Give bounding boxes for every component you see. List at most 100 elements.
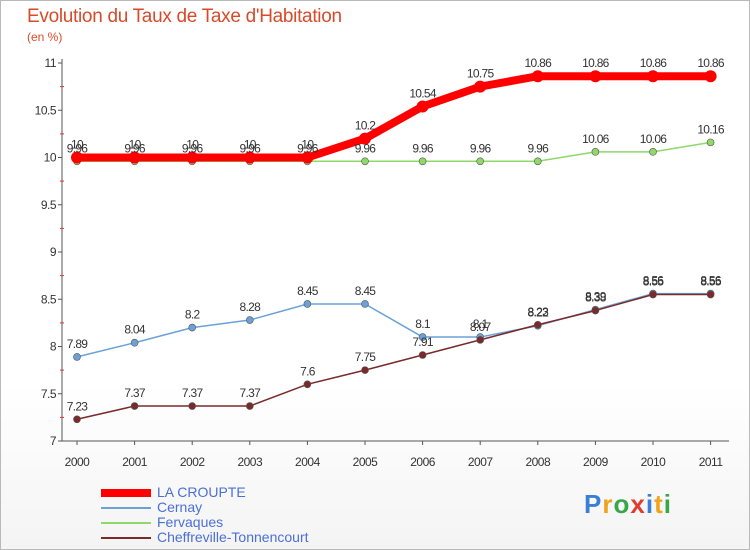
- series-1-point: [73, 353, 81, 361]
- data-label: 9.96: [470, 141, 492, 155]
- data-label: 10.86: [582, 56, 610, 70]
- data-label: 10.2: [355, 119, 377, 133]
- data-label: 8.23: [528, 305, 550, 319]
- legend-label: Cheffreville-Tonnencourt: [157, 529, 309, 545]
- series-0-point: [589, 70, 602, 83]
- x-tick-label: 2000: [65, 455, 91, 469]
- data-label: 10.06: [582, 132, 610, 146]
- series-3-point: [533, 320, 542, 329]
- series-1-point: [418, 333, 427, 341]
- series-3-point: [246, 402, 254, 410]
- y-tick-label: 7: [50, 434, 57, 448]
- legend-swatch: [101, 537, 151, 539]
- data-label: 8.07: [470, 320, 492, 334]
- y-tick-label: 10: [44, 151, 57, 165]
- x-tick-label: 2006: [410, 455, 436, 469]
- data-label: 7.37: [240, 386, 262, 400]
- data-label: 8.22: [528, 306, 550, 320]
- data-label: 9.96: [124, 141, 146, 155]
- data-label: 10.54: [409, 86, 437, 100]
- data-label: 7.23: [67, 399, 89, 413]
- series-3-point: [361, 366, 369, 374]
- y-tick-label: 10.5: [35, 103, 57, 117]
- y-tick-label: 11: [45, 56, 57, 70]
- chart-subtitle: (en %): [27, 30, 63, 44]
- data-label: 7.37: [182, 386, 204, 400]
- data-label: 8.56: [700, 274, 722, 288]
- legend-label: Cernay: [157, 499, 203, 515]
- data-label: 8.28: [240, 300, 262, 314]
- data-label: 7.6: [300, 364, 316, 378]
- series-0-point: [647, 70, 659, 83]
- data-label: 10.86: [525, 56, 553, 70]
- series-1-point: [188, 323, 196, 332]
- series-0-point: [243, 151, 256, 164]
- y-tick-label: 8: [50, 340, 57, 354]
- series-3-point: [706, 290, 715, 299]
- data-label: 10.86: [640, 56, 668, 70]
- data-label: 8.04: [124, 323, 146, 337]
- series-3-point: [649, 290, 657, 299]
- series-0-point: [704, 70, 717, 83]
- data-label: 8.45: [297, 284, 319, 298]
- series-1-point: [303, 300, 312, 308]
- data-label: 8.56: [643, 274, 665, 288]
- y-tick-label: 8.5: [41, 292, 57, 306]
- series-0-point: [359, 132, 371, 145]
- data-label: 7.75: [355, 350, 377, 364]
- data-label: 7.91: [412, 335, 434, 349]
- data-label: 10.16: [697, 122, 725, 136]
- x-tick-label: 2005: [353, 455, 379, 469]
- data-label: 10.86: [697, 56, 725, 70]
- x-tick-label: 2010: [641, 455, 667, 469]
- series-0-point: [128, 151, 141, 164]
- data-label: 9.96: [355, 141, 377, 155]
- x-tick-label: 2002: [180, 455, 206, 469]
- data-label: 8.1: [415, 317, 431, 331]
- data-label: 9.96: [67, 141, 89, 155]
- data-label: 8.1: [473, 317, 489, 331]
- chart-data-labels: 10 10 10 10 10 10.2 10.54 10.75 10.86 10.86 10.86 1…: [67, 56, 726, 413]
- series-line-0: [73, 72, 715, 162]
- data-label: 8.39: [585, 290, 607, 304]
- x-tick-label: 2008: [525, 455, 551, 469]
- data-label: 8.2: [185, 308, 201, 322]
- x-tick-label: 2004: [295, 455, 321, 469]
- chart-lines: [71, 70, 717, 424]
- legend-swatch: [101, 522, 151, 524]
- data-label: 10.75: [467, 67, 495, 81]
- series-line-1: [76, 292, 712, 358]
- legend-label: Fervaques: [157, 514, 224, 530]
- data-label: 10.06: [640, 132, 668, 146]
- data-label: 9.96: [412, 141, 434, 155]
- x-tick-label: 2011: [699, 455, 724, 469]
- series-0-point: [301, 151, 314, 164]
- series-2-point: [533, 157, 542, 166]
- series-3-point: [188, 402, 196, 410]
- legend-swatch: [101, 507, 151, 509]
- x-tick-label: 2009: [583, 455, 609, 469]
- series-0-point: [186, 151, 199, 164]
- data-label: 9.96: [240, 141, 262, 155]
- series-3-point: [418, 351, 427, 359]
- data-label: 8.38: [585, 291, 607, 305]
- data-label: 7.37: [124, 386, 146, 400]
- series-2-point: [706, 138, 715, 147]
- series-3-point: [591, 306, 600, 315]
- data-label: 8.45: [355, 284, 377, 298]
- x-tick-label: 2007: [468, 455, 494, 469]
- legend-swatch: [101, 489, 151, 497]
- series-3-point: [130, 402, 139, 410]
- series-2-point: [361, 157, 369, 166]
- series-2-point: [649, 148, 657, 156]
- series-0-point: [474, 80, 487, 93]
- series-0-point: [71, 151, 83, 164]
- chart-axes: 7 7.5 8 8.5 9 9.5 10 10.5 11 2000 2001 2002 2003 2004…: [35, 56, 729, 469]
- series-1-point: [246, 316, 254, 324]
- legend-label: LA CROUPTE: [157, 484, 246, 500]
- data-label: 10: [186, 138, 199, 152]
- series-0-point: [531, 70, 544, 83]
- x-tick-label: 2003: [237, 455, 263, 469]
- data-label: 9.96: [528, 141, 550, 155]
